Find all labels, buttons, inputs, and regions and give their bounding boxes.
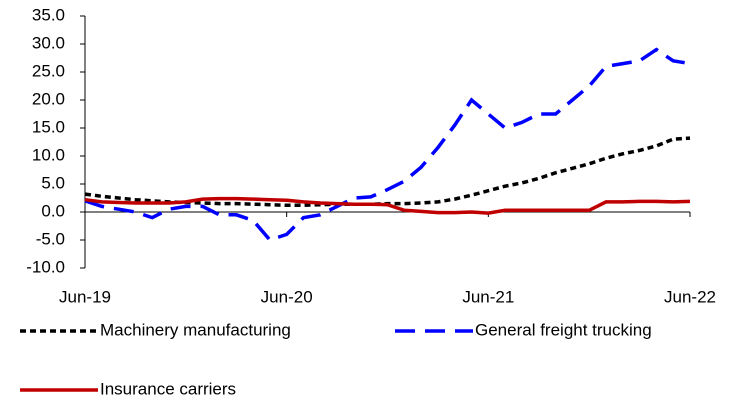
y-tick-label: 35.0 bbox=[32, 5, 65, 24]
y-tick-label: 25.0 bbox=[32, 61, 65, 80]
y-tick-label: -10.0 bbox=[26, 257, 65, 276]
y-tick-label: 15.0 bbox=[32, 117, 65, 136]
y-tick-label: 10.0 bbox=[32, 145, 65, 164]
y-tick-label: 5.0 bbox=[41, 173, 65, 192]
y-tick-label: 30.0 bbox=[32, 33, 65, 52]
legend-label: Machinery manufacturing bbox=[100, 320, 291, 339]
legend-label: General freight trucking bbox=[475, 320, 652, 339]
y-tick-label: 0.0 bbox=[41, 201, 65, 220]
x-tick-label: Jun-19 bbox=[59, 287, 111, 306]
x-tick-label: Jun-20 bbox=[261, 287, 313, 306]
y-tick-label: 20.0 bbox=[32, 89, 65, 108]
y-tick-label: -5.0 bbox=[36, 229, 65, 248]
series-line bbox=[84, 196, 691, 215]
x-tick-label: Jun-21 bbox=[462, 287, 514, 306]
series-line bbox=[84, 47, 691, 243]
series-line bbox=[84, 136, 691, 208]
legend-label: Insurance carriers bbox=[100, 379, 236, 398]
x-tick-label: Jun-22 bbox=[664, 287, 716, 306]
